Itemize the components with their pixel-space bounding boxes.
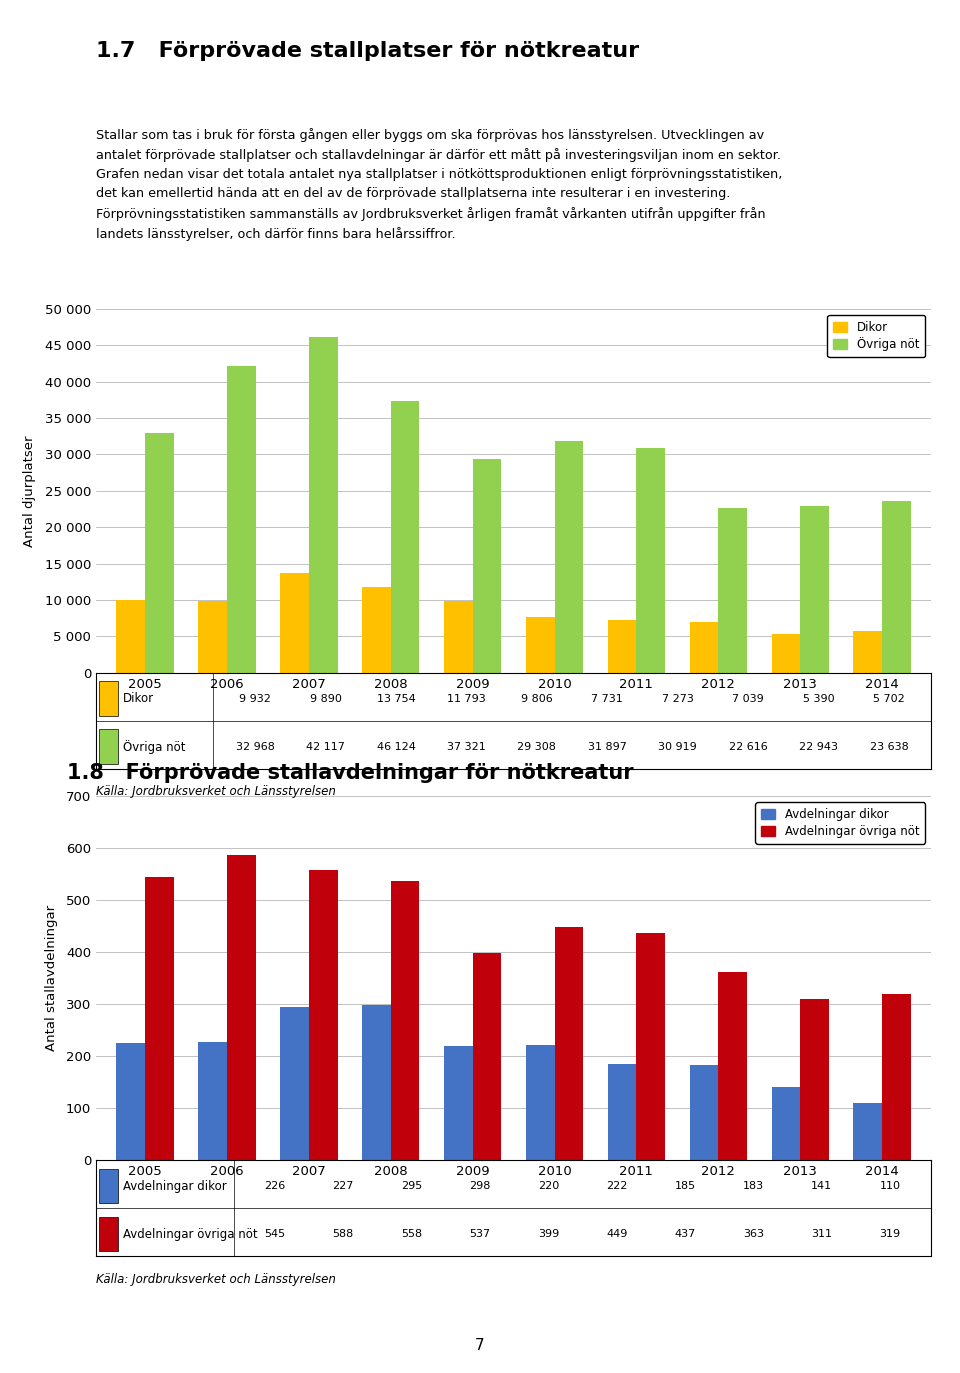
Text: 22 943: 22 943 bbox=[799, 741, 838, 752]
Text: 185: 185 bbox=[675, 1181, 696, 1192]
Text: Avdelningar övriga nöt: Avdelningar övriga nöt bbox=[123, 1227, 257, 1241]
Bar bbox=[772, 1087, 801, 1160]
Bar bbox=[718, 508, 747, 673]
Text: 449: 449 bbox=[606, 1229, 628, 1240]
Bar bbox=[116, 1042, 145, 1160]
Text: 46 124: 46 124 bbox=[376, 741, 416, 752]
Bar bbox=[555, 441, 583, 673]
Text: 7 731: 7 731 bbox=[591, 693, 623, 704]
Bar bbox=[362, 1005, 391, 1160]
Text: 183: 183 bbox=[743, 1181, 764, 1192]
Legend: Avdelningar dikor, Avdelningar övriga nöt: Avdelningar dikor, Avdelningar övriga nö… bbox=[756, 802, 925, 843]
Bar bbox=[99, 681, 118, 717]
Text: 295: 295 bbox=[401, 1181, 422, 1192]
Bar bbox=[689, 622, 718, 673]
Text: 7: 7 bbox=[475, 1339, 485, 1352]
Bar bbox=[444, 601, 472, 673]
Text: 588: 588 bbox=[332, 1229, 354, 1240]
Text: Stallar som tas i bruk för första gången eller byggs om ska förprövas hos länsst: Stallar som tas i bruk för första gången… bbox=[96, 128, 782, 242]
Text: 7 039: 7 039 bbox=[732, 693, 764, 704]
Text: 9 806: 9 806 bbox=[521, 693, 553, 704]
Y-axis label: Antal stallavdelningar: Antal stallavdelningar bbox=[44, 905, 58, 1052]
Bar bbox=[391, 881, 420, 1160]
Bar bbox=[227, 367, 255, 673]
Text: Källa: Jordbruksverket och Länsstyrelsen: Källa: Jordbruksverket och Länsstyrelsen bbox=[96, 785, 336, 798]
Text: 23 638: 23 638 bbox=[870, 741, 908, 752]
Bar bbox=[280, 573, 309, 673]
Text: 29 308: 29 308 bbox=[517, 741, 556, 752]
Bar bbox=[608, 1064, 636, 1160]
Bar bbox=[145, 432, 174, 673]
Text: 9 890: 9 890 bbox=[310, 693, 342, 704]
Bar bbox=[636, 448, 665, 673]
Bar bbox=[853, 1103, 882, 1160]
Text: Källa: Jordbruksverket och Länsstyrelsen: Källa: Jordbruksverket och Länsstyrelsen bbox=[96, 1273, 336, 1285]
Text: 5 390: 5 390 bbox=[803, 693, 834, 704]
Bar bbox=[882, 994, 911, 1160]
Y-axis label: Antal djurplatser: Antal djurplatser bbox=[23, 435, 36, 546]
Text: Avdelningar dikor: Avdelningar dikor bbox=[123, 1179, 227, 1193]
Bar bbox=[772, 633, 801, 673]
Text: 1.7   Förprövade stallplatser för nötkreatur: 1.7 Förprövade stallplatser för nötkreat… bbox=[96, 41, 639, 62]
Bar bbox=[801, 505, 828, 673]
Bar bbox=[526, 616, 555, 673]
Bar bbox=[444, 1046, 472, 1160]
Text: 220: 220 bbox=[538, 1181, 559, 1192]
Bar bbox=[555, 927, 583, 1160]
Bar bbox=[116, 600, 145, 673]
Bar bbox=[526, 1045, 555, 1160]
Bar bbox=[199, 601, 227, 673]
Text: 7 273: 7 273 bbox=[661, 693, 694, 704]
Bar bbox=[309, 870, 338, 1160]
Text: 30 919: 30 919 bbox=[659, 741, 697, 752]
Bar bbox=[391, 401, 420, 673]
Bar bbox=[227, 854, 255, 1160]
Text: 537: 537 bbox=[469, 1229, 491, 1240]
Text: 37 321: 37 321 bbox=[447, 741, 486, 752]
Bar bbox=[636, 934, 665, 1160]
Bar bbox=[99, 1216, 118, 1252]
Text: 1.8   Förprövade stallavdelningar för nötkreatur: 1.8 Förprövade stallavdelningar för nötk… bbox=[67, 762, 634, 783]
Bar bbox=[145, 877, 174, 1160]
Text: 298: 298 bbox=[469, 1181, 491, 1192]
Legend: Dikor, Övriga nöt: Dikor, Övriga nöt bbox=[828, 314, 925, 357]
Text: 227: 227 bbox=[332, 1181, 354, 1192]
Text: 13 754: 13 754 bbox=[376, 693, 416, 704]
Text: 319: 319 bbox=[879, 1229, 900, 1240]
Bar bbox=[99, 1168, 118, 1203]
Bar bbox=[472, 953, 501, 1160]
Bar bbox=[199, 1042, 227, 1160]
Text: 437: 437 bbox=[675, 1229, 696, 1240]
Bar bbox=[608, 619, 636, 673]
Text: 42 117: 42 117 bbox=[306, 741, 345, 752]
Bar bbox=[99, 729, 118, 763]
Text: 226: 226 bbox=[264, 1181, 285, 1192]
Text: 22 616: 22 616 bbox=[729, 741, 767, 752]
Bar bbox=[718, 972, 747, 1160]
Bar bbox=[689, 1065, 718, 1160]
Text: 311: 311 bbox=[811, 1229, 832, 1240]
Text: 32 968: 32 968 bbox=[236, 741, 275, 752]
Text: 545: 545 bbox=[264, 1229, 285, 1240]
Text: 363: 363 bbox=[743, 1229, 764, 1240]
Text: 222: 222 bbox=[606, 1181, 628, 1192]
Text: Övriga nöt: Övriga nöt bbox=[123, 740, 185, 754]
Bar bbox=[801, 998, 828, 1160]
Text: 110: 110 bbox=[879, 1181, 900, 1192]
Text: 11 793: 11 793 bbox=[447, 693, 486, 704]
Bar bbox=[362, 586, 391, 673]
Text: 558: 558 bbox=[401, 1229, 422, 1240]
Bar bbox=[882, 501, 911, 673]
Text: Dikor: Dikor bbox=[123, 692, 154, 706]
Text: 31 897: 31 897 bbox=[588, 741, 627, 752]
Bar bbox=[280, 1006, 309, 1160]
Text: 399: 399 bbox=[538, 1229, 559, 1240]
Bar bbox=[309, 338, 338, 673]
Text: 9 932: 9 932 bbox=[239, 693, 271, 704]
Text: 5 702: 5 702 bbox=[873, 693, 905, 704]
Text: 141: 141 bbox=[811, 1181, 832, 1192]
Bar bbox=[472, 460, 501, 673]
Bar bbox=[853, 632, 882, 673]
